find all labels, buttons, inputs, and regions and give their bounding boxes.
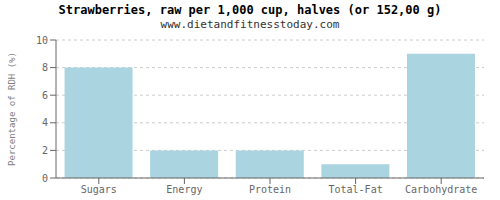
svg-text:Total-Fat: Total-Fat [329,184,383,195]
svg-text:0: 0 [42,173,48,184]
svg-text:6: 6 [42,90,48,101]
html-text:www.dietandfitnesstoday.com: www.dietandfitnesstoday.com [160,18,340,31]
svg-text:10: 10 [36,35,48,46]
svg-text:8: 8 [42,62,48,73]
svg-text:Sugars: Sugars [81,184,117,195]
svg-text:2: 2 [42,145,48,156]
svg-text:Carbohydrate: Carbohydrate [405,184,477,195]
svg-text:Protein: Protein [249,184,291,195]
svg-text:4: 4 [42,117,48,128]
svg-text:Energy: Energy [166,184,202,195]
svg-text:Percentage of RDH (%): Percentage of RDH (%) [8,52,17,166]
html-text:Strawberries, raw per 1,000 cu: Strawberries, raw per 1,000 cup, halves … [58,3,442,17]
